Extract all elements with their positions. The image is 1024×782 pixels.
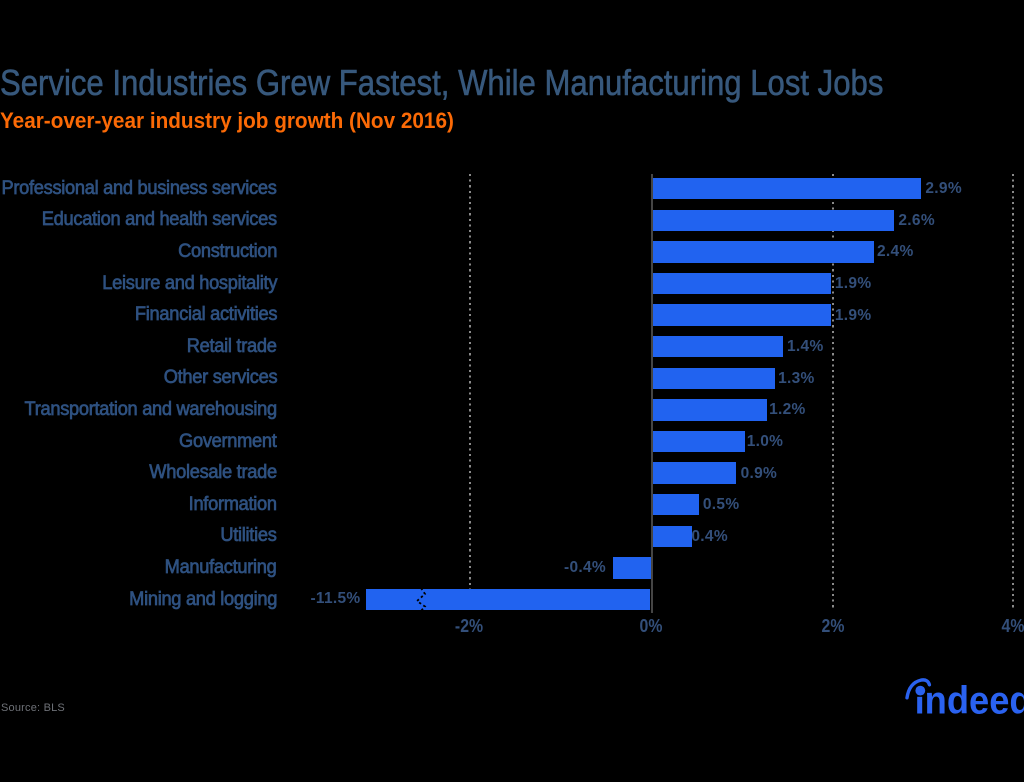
svg-text:ındeed: ındeed: [915, 680, 1024, 723]
